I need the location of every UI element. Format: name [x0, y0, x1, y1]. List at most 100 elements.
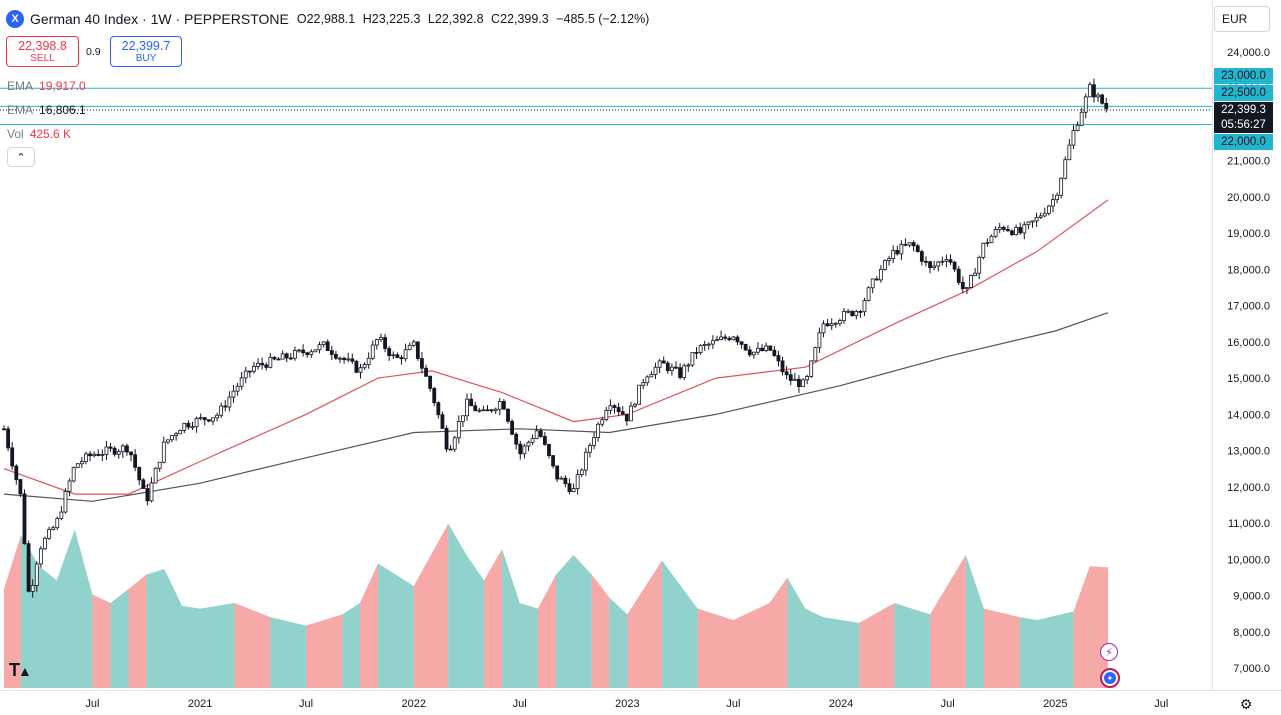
lightning-icon[interactable]: ⚡ — [1100, 643, 1118, 661]
y-tick-label: 9,000.0 — [1233, 591, 1270, 603]
tradingview-logo[interactable]: T▲ — [9, 660, 32, 680]
candle-body — [624, 413, 629, 422]
candle-body — [1038, 215, 1043, 218]
gear-icon[interactable]: ⚙ — [1239, 696, 1253, 712]
candle-body — [665, 362, 670, 372]
volume-segment — [128, 574, 147, 688]
buy-label: BUY — [135, 52, 157, 64]
candle-body — [161, 441, 166, 463]
volume-segment — [787, 577, 806, 688]
candle-body — [821, 323, 826, 334]
volume-segment — [609, 597, 628, 688]
buy-button[interactable]: 22,399.7 BUY — [110, 36, 182, 67]
candle-body — [674, 366, 678, 369]
candle-body — [350, 358, 355, 362]
volume-segment — [930, 554, 966, 688]
candle-body — [473, 405, 478, 412]
y-tick-label: 11,000.0 — [1228, 518, 1270, 530]
candle-body — [952, 261, 957, 270]
volume-segment — [733, 603, 770, 688]
candle-body — [756, 347, 760, 353]
spread-value: 0.9 — [86, 46, 101, 58]
candle-body — [321, 341, 326, 346]
candle-body — [788, 374, 793, 381]
volume-segment — [39, 566, 57, 688]
candle-body — [112, 447, 117, 455]
sell-button[interactable]: 22,398.8 SELL — [6, 36, 79, 67]
indicator-name: EMA — [7, 103, 34, 117]
price-axis[interactable]: 7,000.0 8,000.0 9,000.0 10,000.0 11,000.0 12,… — [1212, 0, 1271, 690]
candle-body — [715, 339, 719, 342]
volume-segment — [164, 569, 182, 688]
candle-body — [198, 417, 203, 419]
x-tick-label: 2021 — [188, 698, 212, 710]
candle-body — [657, 360, 662, 368]
open-value: 22,988.1 — [306, 12, 356, 26]
candle-body — [956, 268, 961, 283]
volume-segment — [1019, 617, 1038, 688]
candle-body — [633, 403, 637, 407]
candle-body — [1006, 228, 1010, 232]
change-value: −485.5 (−2.12%) — [556, 12, 650, 26]
candle-body — [719, 336, 723, 341]
candle-body — [510, 420, 514, 435]
last-price-tag: 22,399.3 — [1214, 102, 1273, 118]
volume-segment — [92, 594, 111, 688]
volume-segment — [769, 577, 788, 688]
candle-body — [301, 349, 306, 354]
high-key: H — [362, 12, 372, 26]
symbol-logo-icon[interactable]: X — [6, 10, 24, 28]
y-tick-label: 7,000.0 — [1233, 663, 1270, 675]
candle-body — [137, 466, 142, 481]
candle-body — [493, 408, 498, 412]
candle-body — [174, 433, 178, 437]
x-tick-label: Jul — [85, 698, 99, 710]
candle-body — [309, 351, 314, 355]
volume-segment — [110, 588, 129, 688]
candle-body — [829, 323, 834, 327]
candle-body — [596, 423, 601, 438]
candle-body — [317, 344, 322, 351]
candle-body — [116, 451, 121, 455]
volume-segment — [965, 554, 984, 688]
time-axis[interactable]: Jul 2021 Jul 2022 Jul 2023 Jul 2024 Jul 2025 Jul — [0, 690, 1281, 711]
candle-body — [391, 354, 396, 357]
candle-body — [678, 367, 682, 378]
currency-selector[interactable]: EUR — [1214, 6, 1270, 32]
candle-body — [797, 378, 801, 388]
volume-segment — [234, 603, 271, 688]
x-tick-label: 2023 — [615, 698, 639, 710]
x-tick-label: 2025 — [1043, 698, 1067, 710]
indicator-ema-fast[interactable]: EMA 19,917.0 — [7, 79, 86, 93]
candle-body — [1059, 177, 1064, 196]
candle-body — [1014, 227, 1018, 235]
x-tick-label: Jul — [726, 698, 740, 710]
candle-body — [1079, 111, 1084, 126]
candle-body — [936, 261, 941, 267]
high-value: 23,225.3 — [371, 12, 421, 26]
indicator-ema-slow[interactable]: EMA 16,806.1 — [7, 103, 86, 117]
collapse-legend-button[interactable]: ⌃ — [7, 147, 35, 167]
candle-body — [34, 563, 39, 586]
candle-body — [661, 360, 666, 364]
indicator-volume[interactable]: Vol 425.6 K — [7, 127, 71, 141]
candle-body — [481, 409, 486, 412]
globe-icon[interactable]: ✦ — [1100, 668, 1120, 688]
volume-segment — [1037, 611, 1074, 688]
candle-body — [284, 353, 289, 359]
candle-body — [342, 357, 346, 361]
candle-body — [477, 409, 482, 412]
candle-body — [272, 356, 277, 360]
candle-body — [813, 347, 818, 362]
candle-body — [1055, 194, 1059, 201]
candle-body — [858, 311, 863, 313]
symbol-title[interactable]: German 40 Index · 1W · PEPPERSTONE — [30, 11, 289, 27]
candle-body — [1042, 212, 1047, 217]
candle-body — [915, 245, 920, 252]
candle-body — [166, 439, 170, 443]
volume-segment — [537, 574, 556, 688]
candle-body — [186, 422, 191, 428]
volume-segment — [200, 603, 235, 688]
candle-body — [842, 311, 846, 321]
